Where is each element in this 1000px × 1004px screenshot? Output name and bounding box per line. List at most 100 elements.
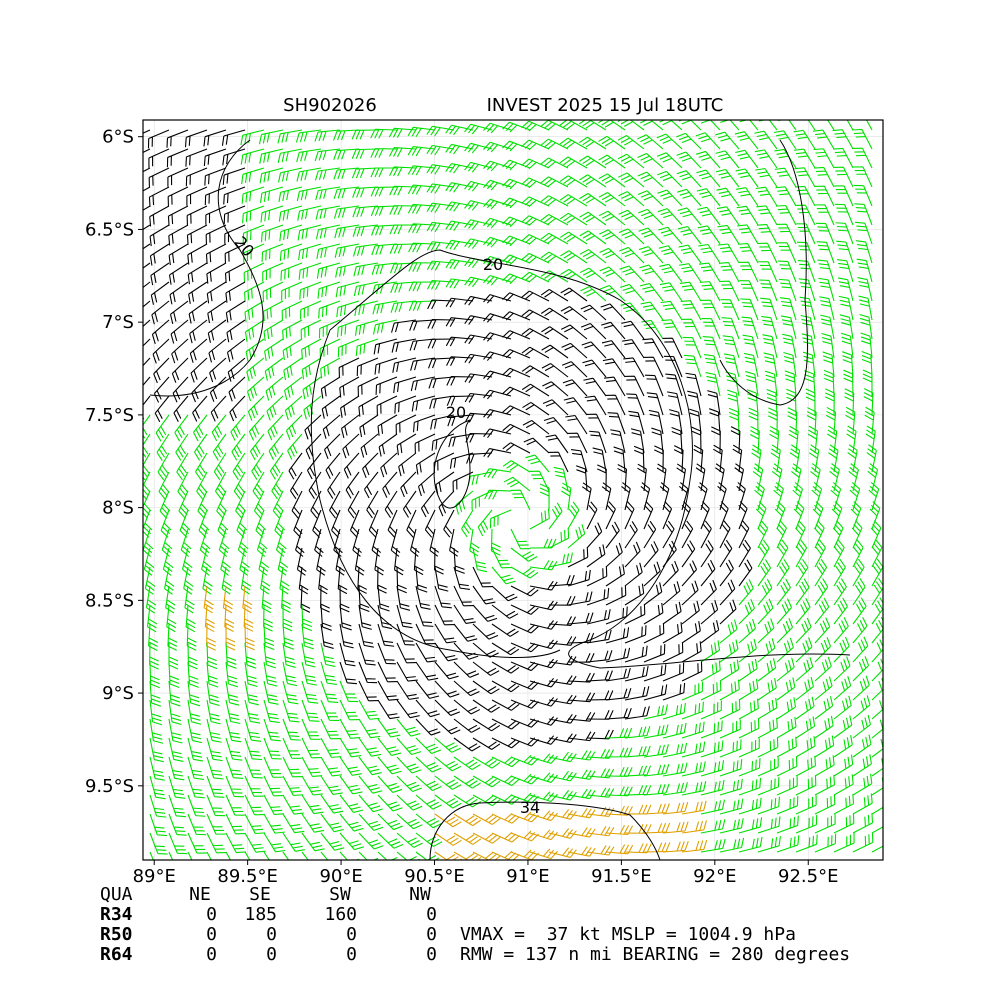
wind-barb <box>529 848 558 860</box>
wind-barb <box>246 357 265 382</box>
wind-barb <box>187 756 204 780</box>
wind-barb <box>586 806 615 818</box>
wind-barb <box>540 251 569 264</box>
wind-barb <box>301 775 323 796</box>
wind-barb <box>796 223 816 245</box>
wind-barb <box>363 471 379 499</box>
wind-barb <box>854 203 873 226</box>
wind-barb <box>598 173 626 188</box>
wind-barb <box>776 618 794 644</box>
wind-barb <box>371 528 382 557</box>
wind-barb <box>618 209 645 226</box>
wind-barb <box>394 395 417 414</box>
wind-barb <box>171 338 189 364</box>
wind-barb <box>734 463 745 492</box>
wind-barb <box>377 661 398 683</box>
wind-barb <box>168 224 189 246</box>
wind-barb <box>586 826 615 837</box>
wind-barb <box>737 224 759 245</box>
wind-barb <box>334 243 360 258</box>
wind-barb <box>282 737 302 759</box>
wind-barb <box>712 444 723 473</box>
wind-barb <box>617 463 628 492</box>
wind-barb <box>795 617 812 644</box>
wind-barb <box>395 414 417 435</box>
wind-barb <box>263 737 282 760</box>
wind-barb <box>540 307 569 321</box>
wind-barb <box>795 795 817 815</box>
wind-barb <box>434 680 460 698</box>
wind-barb <box>206 756 224 780</box>
wind-barb <box>143 509 153 538</box>
wind-barb <box>243 262 265 283</box>
wind-barb <box>297 205 322 221</box>
wind-barb <box>263 623 275 651</box>
wind-barb <box>408 281 436 292</box>
wind-barb <box>667 391 683 416</box>
wind-barb <box>561 361 588 378</box>
wind-barb <box>372 300 398 315</box>
wind-barb <box>445 143 474 155</box>
wind-barb <box>510 811 539 823</box>
wind-barb <box>624 562 643 587</box>
wind-barb <box>263 775 284 797</box>
wind-barb <box>863 388 874 416</box>
wind-barb <box>149 794 167 818</box>
wind-barb <box>434 851 462 860</box>
wind-barb <box>396 433 417 456</box>
wind-barb <box>738 638 757 663</box>
wind-barb <box>540 138 569 150</box>
wind-barb <box>211 414 227 442</box>
wind-barb <box>700 640 721 663</box>
wind-barb <box>662 662 685 682</box>
wind-barb <box>469 528 480 557</box>
wind-barb <box>601 321 626 340</box>
wind-barb <box>598 210 626 226</box>
wind-barb <box>387 509 398 538</box>
wind-barb <box>415 585 431 610</box>
wind-barb <box>359 414 379 438</box>
wind-barb <box>795 696 815 720</box>
wind-barb <box>624 375 645 397</box>
x-tick-label: 92°E <box>693 866 736 887</box>
table-cell: 185 <box>244 904 277 925</box>
wind-barb <box>391 338 417 353</box>
wind-barb <box>453 794 482 808</box>
table-cell: 0 <box>206 924 217 945</box>
wind-barb <box>377 414 398 436</box>
wind-barb <box>282 680 299 705</box>
wind-barb <box>453 585 474 607</box>
wind-barb <box>604 376 626 397</box>
wind-barb <box>510 830 539 842</box>
wind-barb <box>210 395 227 422</box>
wind-barb <box>263 319 284 342</box>
wind-barb <box>757 559 772 587</box>
wind-barb <box>833 166 854 188</box>
wind-barb <box>445 124 474 136</box>
wind-barb <box>559 212 588 226</box>
wind-barb <box>738 501 748 530</box>
wind-barb <box>707 390 721 416</box>
wind-barb <box>570 449 588 473</box>
wind-barb <box>282 699 300 723</box>
wind-barb <box>624 501 635 530</box>
wind-barb <box>471 490 493 511</box>
wind-barb <box>225 642 237 669</box>
wind-barb <box>318 319 341 339</box>
wind-barb <box>165 585 176 614</box>
wind-barb <box>241 167 265 185</box>
table-cell: 0 <box>426 904 437 925</box>
wind-barb <box>256 528 268 557</box>
wind-barb <box>434 775 462 790</box>
wind-barb <box>377 623 395 647</box>
wind-barb <box>852 616 868 644</box>
wind-barb <box>320 680 339 703</box>
wind-barb <box>529 658 558 669</box>
wind-barb <box>298 243 322 261</box>
wind-barb <box>206 623 216 651</box>
wind-barb <box>472 661 500 676</box>
wind-barb <box>491 794 520 805</box>
wind-barb <box>445 239 474 251</box>
wind-barb <box>161 528 173 557</box>
wind-barb <box>347 490 360 519</box>
